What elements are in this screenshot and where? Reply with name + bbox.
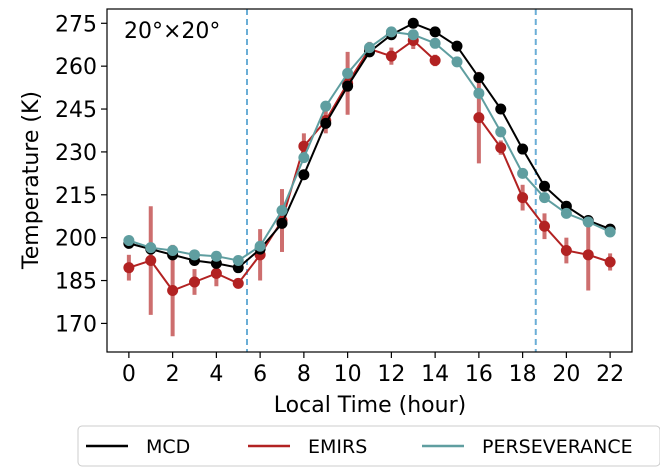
y-axis-ticks: 170 185 200 215 230 245 260 275	[55, 12, 107, 337]
series-line	[128, 22, 611, 269]
series-line	[128, 39, 611, 292]
data-point	[473, 87, 485, 99]
y-tick-label: 275	[55, 12, 97, 37]
series-mcd	[123, 17, 616, 274]
x-tick-label: 2	[166, 362, 180, 387]
data-point	[407, 17, 419, 29]
data-point	[604, 256, 616, 268]
data-point	[517, 167, 529, 179]
x-tick-label: 8	[297, 362, 311, 387]
plot-frame	[106, 8, 633, 353]
data-point	[232, 277, 244, 289]
data-point	[342, 67, 354, 79]
y-tick-label: 170	[55, 312, 97, 337]
data-point	[254, 240, 266, 252]
data-point	[167, 285, 179, 297]
data-point	[189, 276, 200, 288]
data-point	[145, 255, 157, 267]
data-point	[451, 56, 463, 68]
y-tick-label: 185	[55, 270, 97, 295]
x-axis-ticks: 0 2 4 6 8 10 12 14 16 18 20 22	[122, 352, 624, 387]
x-tick-label: 20	[552, 362, 580, 387]
data-point	[451, 40, 463, 52]
data-point	[210, 267, 222, 279]
legend-label: MCD	[146, 436, 190, 458]
data-point	[385, 50, 397, 62]
legend-label: PERSEVERANCE	[482, 436, 633, 458]
y-tick-label: 200	[55, 227, 97, 252]
data-point	[495, 142, 507, 154]
x-tick-label: 6	[253, 362, 267, 387]
data-point	[298, 152, 310, 164]
x-tick-label: 14	[421, 362, 449, 387]
y-tick-label: 260	[55, 55, 97, 80]
data-point	[582, 216, 594, 228]
data-point	[320, 117, 332, 129]
data-point	[298, 169, 310, 181]
legend-item-perseverance: PERSEVERANCE	[422, 436, 633, 458]
panel-annotation: 20°×20°	[124, 19, 220, 44]
data-point	[123, 262, 135, 274]
data-point	[539, 180, 550, 192]
data-point	[210, 250, 222, 262]
data-point	[539, 220, 550, 232]
series-layer	[123, 17, 616, 337]
data-point	[232, 255, 244, 267]
data-point	[473, 112, 485, 124]
data-point	[582, 249, 594, 261]
reference-lines	[246, 9, 537, 352]
data-point	[473, 72, 485, 84]
data-point	[429, 37, 441, 49]
x-tick-label: 22	[596, 362, 624, 387]
data-point	[364, 42, 375, 54]
data-point	[604, 226, 616, 238]
legend-frame	[77, 425, 660, 467]
data-point	[429, 54, 441, 66]
data-point	[320, 100, 332, 112]
x-tick-label: 10	[334, 362, 362, 387]
data-point	[145, 242, 157, 254]
series-line	[128, 30, 611, 262]
y-axis-label: Temperature (K)	[19, 91, 44, 270]
legend-item-mcd: MCD	[86, 436, 190, 458]
data-point	[517, 192, 529, 204]
x-tick-label: 18	[509, 362, 537, 387]
data-point	[517, 143, 529, 155]
x-tick-label: 16	[465, 362, 493, 387]
legend-item-emirs: EMIRS	[248, 436, 367, 458]
data-point	[276, 205, 288, 217]
y-tick-label: 245	[55, 98, 97, 123]
data-point	[560, 245, 572, 257]
series-perseverance	[123, 26, 616, 267]
data-point	[539, 192, 550, 204]
data-point	[407, 29, 419, 41]
data-point	[167, 245, 179, 257]
data-point	[495, 103, 507, 115]
legend-label: EMIRS	[308, 436, 367, 458]
data-point	[560, 207, 572, 219]
data-point	[123, 235, 135, 247]
data-point	[342, 80, 354, 92]
x-tick-label: 4	[209, 362, 223, 387]
y-tick-label: 230	[55, 141, 97, 166]
x-tick-label: 12	[377, 362, 405, 387]
data-point	[385, 26, 397, 38]
data-point	[189, 249, 200, 261]
y-tick-label: 215	[55, 184, 97, 209]
x-axis-label: Local Time (hour)	[274, 393, 466, 418]
x-tick-label: 0	[122, 362, 136, 387]
legend: MCD EMIRS PERSEVERANCE	[77, 425, 660, 467]
data-point	[276, 217, 288, 229]
data-point	[495, 126, 507, 138]
data-point	[429, 26, 441, 38]
